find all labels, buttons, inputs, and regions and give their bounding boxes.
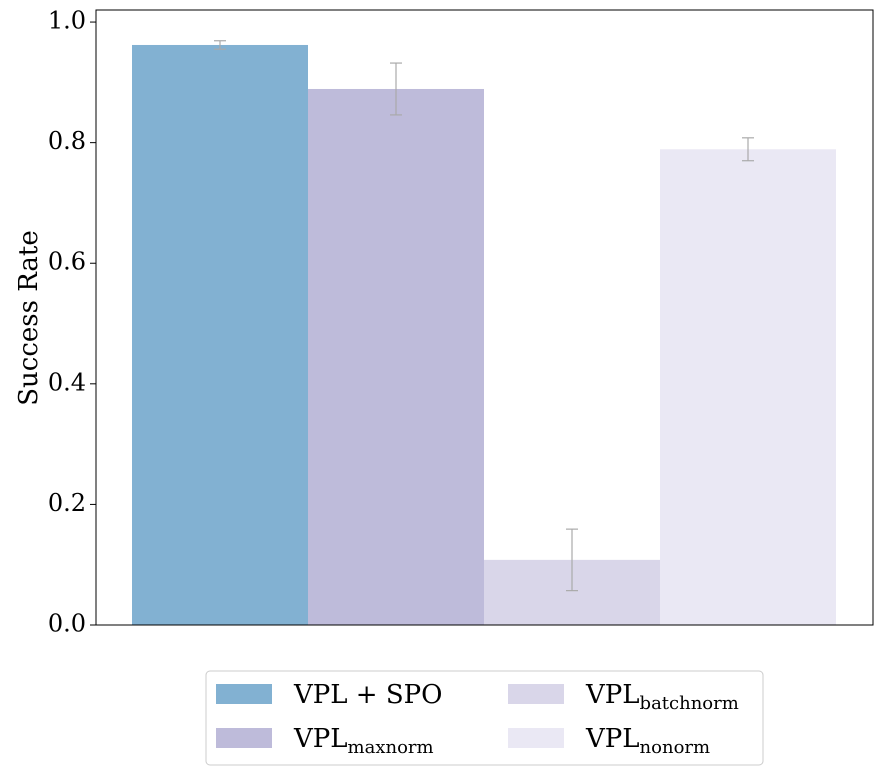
legend-swatch [508, 728, 564, 748]
bar [132, 44, 308, 626]
legend-swatch [508, 684, 564, 704]
y-tick-label: 0.6 [48, 248, 86, 276]
legend-frame [205, 670, 764, 766]
y-tick-label: 1.0 [48, 7, 86, 35]
y-tick-label: 0.0 [48, 610, 86, 638]
legend-swatch [216, 684, 272, 704]
y-tick-label: 0.2 [48, 489, 86, 517]
y-axis: 0.0 0.2 0.4 0.6 0.8 1.0 [48, 7, 96, 638]
legend-label: VPLnonorm [585, 724, 710, 758]
bars-group [132, 44, 836, 626]
legend-label: VPLbatchnorm [585, 680, 739, 714]
error-bars-group [214, 40, 754, 592]
y-tick-label: 0.4 [48, 368, 86, 396]
bar [660, 149, 836, 625]
legend-label: VPLmaxnorm [293, 724, 434, 758]
legend: VPL + SPO VPLmaxnorm VPLbatchnorm VPLnonorm [205, 670, 764, 766]
legend-label: VPL + SPO [293, 680, 442, 710]
plot-frame [95, 9, 874, 626]
bar [308, 88, 484, 625]
y-tick-label: 0.8 [48, 127, 86, 155]
y-axis-title: Success Rate [14, 230, 44, 406]
legend-swatch [216, 728, 272, 748]
